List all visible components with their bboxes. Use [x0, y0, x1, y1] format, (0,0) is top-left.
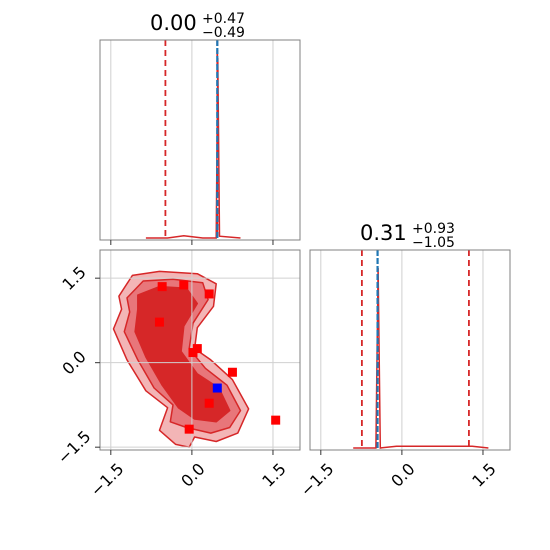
joint-frame [99, 249, 301, 451]
marginal-1-title-minus: −0.49 [202, 25, 245, 41]
marginal-2-histogram [353, 267, 489, 449]
marginal-1-lines [164, 40, 219, 240]
joint-sample-marker [157, 282, 167, 292]
joint-sample-marker [154, 317, 164, 327]
joint-xtick-label: −1.5 [87, 459, 128, 500]
marginal-2-grid [320, 250, 484, 450]
marginal-2-lines [360, 250, 470, 450]
marginal-panel-param-1: 0.00 +0.47 −0.49 [99, 11, 301, 245]
joint-sample-marker [184, 424, 194, 434]
marginal-1-title-plus: +0.47 [202, 11, 245, 27]
marginal-1-grid [110, 40, 274, 240]
joint-xtick-label: 0.0 [177, 459, 208, 490]
marginal-2-xtick-label: 1.5 [468, 459, 499, 490]
marginal-1-title-median: 0.00 [150, 11, 197, 35]
joint-sample-marker [204, 398, 214, 408]
joint-ytick-label: 0.0 [58, 347, 89, 378]
marginal-2-title-minus: −1.05 [412, 235, 455, 251]
joint-samples [154, 280, 281, 434]
joint-sample-marker [179, 280, 189, 290]
joint-xtick-label: 1.5 [258, 459, 289, 490]
joint-ytick-label: 1.5 [58, 263, 89, 294]
marginal-2-xtick-label: −1.5 [297, 459, 338, 500]
joint-sample-marker [227, 367, 237, 377]
marginal-2-ticks: −1.5 0.0 1.5 [297, 450, 500, 500]
joint-truth-marker [212, 383, 222, 393]
marginal-2-xtick-label: 0.0 [387, 459, 418, 490]
marginal-1-frame [99, 39, 301, 241]
marginal-2-frame [309, 249, 511, 451]
marginal-1-ticks [110, 240, 274, 245]
marginal-2-title-median: 0.31 [360, 221, 407, 245]
joint-contour-inner [134, 285, 231, 423]
joint-contours [112, 270, 250, 448]
joint-sample-marker [271, 415, 281, 425]
marginal-2-title-plus: +0.93 [412, 221, 455, 237]
marginal-panel-param-2: −1.5 0.0 1.5 0.31 +0.93 −1.05 [297, 221, 511, 500]
joint-panel: −1.5 0.0 1.5 −1.5 0.0 1.5 [54, 249, 301, 500]
marginal-1-histogram [145, 57, 241, 239]
joint-ytick-label: −1.5 [54, 427, 95, 468]
marginal-2-histogram-line [353, 267, 489, 449]
marginal-1-histogram-line [145, 57, 241, 239]
joint-sample-marker [204, 289, 214, 299]
joint-sample-marker [188, 348, 198, 358]
